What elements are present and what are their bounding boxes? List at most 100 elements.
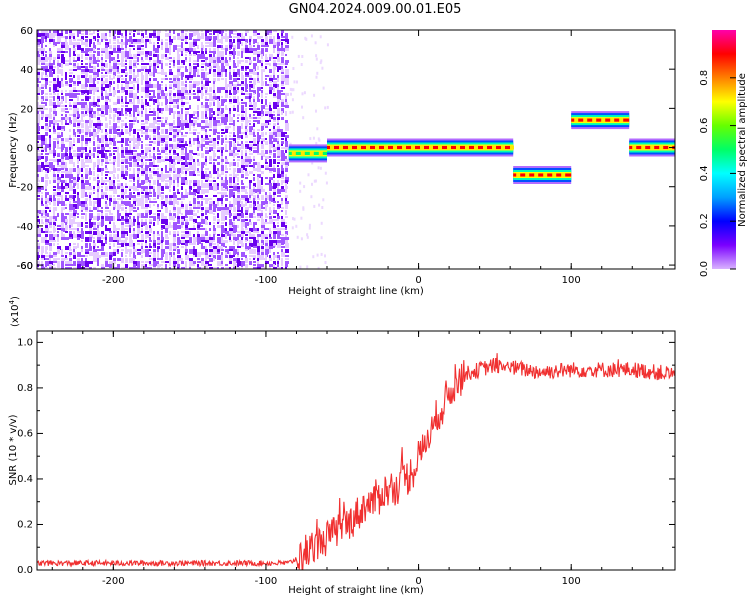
noise-cell (265, 93, 268, 95)
noise-cell (269, 153, 272, 155)
noise-cell (257, 243, 260, 248)
noise-cell (241, 90, 243, 93)
noise-cell (53, 243, 55, 246)
noise-cell (229, 39, 232, 42)
noise-cell (197, 138, 199, 143)
noise-cell (253, 228, 257, 233)
noise-cell (145, 192, 149, 197)
noise-cell (229, 180, 232, 184)
noise-cell (299, 181, 302, 185)
noise-cell (289, 111, 292, 115)
noise-cell (85, 210, 88, 212)
noise-cell (165, 201, 169, 204)
noise-cell (181, 63, 183, 65)
noise-cell (193, 210, 195, 212)
noise-cell (177, 258, 181, 261)
noise-cell (69, 186, 73, 191)
noise-cell (281, 234, 284, 236)
noise-cell (221, 180, 225, 184)
noise-cell (37, 117, 40, 122)
noise-cell (81, 111, 84, 116)
noise-cell (225, 108, 228, 110)
noise-cell (249, 126, 253, 130)
noise-cell (193, 138, 197, 141)
noise-cell (109, 108, 112, 113)
noise-cell (45, 162, 49, 166)
noise-cell (165, 198, 168, 201)
noise-cell (133, 33, 135, 37)
noise-cell (217, 213, 219, 216)
noise-cell (245, 174, 249, 176)
noise-cell (245, 192, 248, 194)
noise-cell (65, 219, 68, 224)
noise-cell (37, 246, 40, 250)
noise-cell (69, 105, 72, 107)
noise-cell (241, 81, 244, 84)
noise-cell (85, 255, 88, 257)
noise-cell (237, 33, 241, 37)
noise-cell (217, 69, 221, 73)
noise-cell (277, 54, 279, 57)
noise-cell (45, 225, 48, 228)
noise-cell (153, 30, 156, 33)
noise-cell (117, 117, 121, 120)
noise-cell (141, 249, 145, 253)
noise-cell (49, 195, 52, 199)
noise-cell (113, 240, 117, 242)
noise-cell (117, 216, 120, 220)
noise-cell (185, 60, 187, 62)
noise-cell (161, 123, 165, 127)
noise-cell (273, 60, 276, 63)
noise-cell (125, 222, 129, 224)
noise-cell (217, 177, 219, 179)
noise-cell (253, 96, 255, 100)
noise-cell (133, 198, 137, 202)
noise-cell (291, 88, 293, 92)
noise-cell (41, 141, 45, 145)
noise-cell (161, 108, 164, 111)
noise-cell (121, 198, 123, 203)
noise-cell (261, 219, 264, 223)
spectrogram-frame (36, 29, 676, 270)
noise-cell (153, 243, 156, 248)
noise-cell (173, 135, 176, 140)
noise-cell (165, 132, 168, 134)
noise-cell (81, 99, 84, 101)
noise-cell (61, 36, 65, 38)
noise-cell (229, 108, 231, 111)
noise-cell (233, 33, 237, 35)
noise-cell (257, 219, 260, 221)
noise-cell (281, 222, 285, 227)
noise-cell (153, 216, 156, 221)
noise-cell (65, 228, 67, 231)
noise-cell (141, 150, 144, 155)
noise-cell (105, 261, 108, 265)
noise-cell (45, 75, 48, 77)
noise-cell (141, 195, 145, 198)
noise-cell (257, 258, 259, 261)
noise-cell (53, 156, 55, 158)
noise-cell (181, 144, 185, 148)
noise-cell (189, 237, 192, 240)
noise-cell (217, 249, 220, 253)
noise-cell (185, 141, 187, 146)
noise-cell (249, 162, 251, 164)
noise-cell (145, 135, 149, 138)
noise-cell (241, 51, 243, 54)
noise-cell (161, 42, 163, 45)
noise-cell (237, 96, 239, 99)
noise-cell (129, 228, 131, 233)
noise-cell (101, 123, 103, 126)
noise-cell (41, 138, 45, 142)
noise-cell (157, 87, 161, 92)
noise-cell (149, 129, 153, 132)
noise-cell (45, 219, 49, 223)
noise-cell (117, 258, 121, 261)
noise-cell (137, 183, 141, 188)
noise-cell (225, 72, 227, 77)
noise-cell (73, 39, 76, 41)
noise-cell (197, 261, 201, 263)
noise-cell (89, 219, 91, 222)
noise-cell (133, 156, 136, 160)
noise-cell (57, 42, 60, 44)
